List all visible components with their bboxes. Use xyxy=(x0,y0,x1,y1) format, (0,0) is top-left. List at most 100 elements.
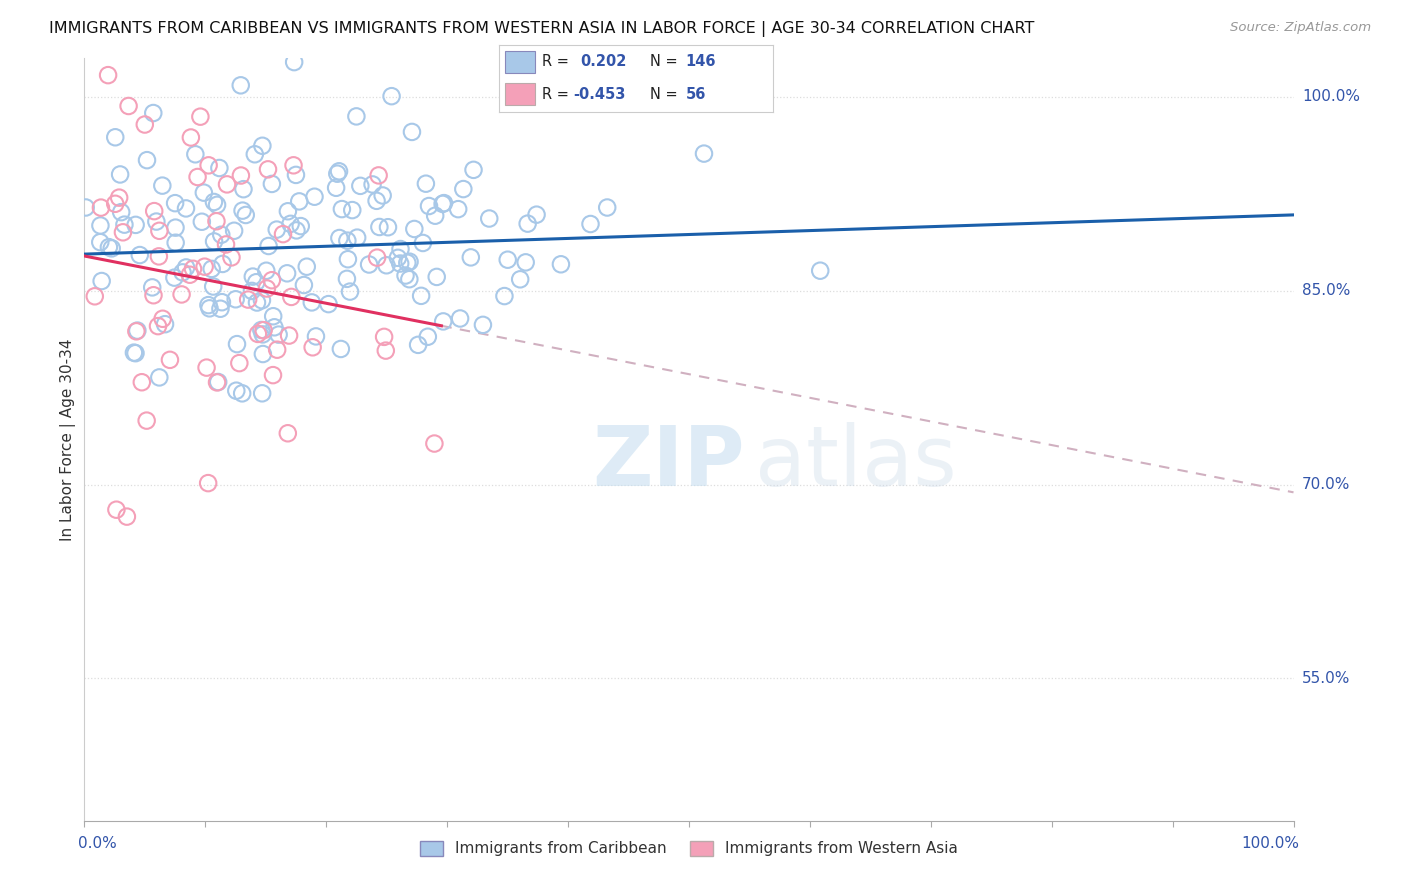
Point xyxy=(174,260,197,275)
Point xyxy=(75,201,97,215)
FancyBboxPatch shape xyxy=(505,83,534,105)
Point xyxy=(288,194,311,209)
Legend: Immigrants from Caribbean, Immigrants from Western Asia: Immigrants from Caribbean, Immigrants fr… xyxy=(413,835,965,863)
Point xyxy=(276,266,298,280)
Point xyxy=(250,386,273,401)
Point xyxy=(266,222,288,236)
Text: 0.202: 0.202 xyxy=(581,54,627,70)
Text: N =: N = xyxy=(650,54,678,70)
Point xyxy=(197,298,219,312)
Point xyxy=(404,222,426,236)
Point xyxy=(398,272,420,286)
Point xyxy=(143,204,166,219)
Point xyxy=(240,284,263,298)
Point xyxy=(202,235,225,249)
Point xyxy=(165,235,187,250)
Point xyxy=(197,158,219,172)
Point xyxy=(371,188,394,202)
Point xyxy=(381,89,404,103)
Point xyxy=(453,182,475,196)
Point xyxy=(145,214,167,228)
Point xyxy=(90,201,112,215)
Text: 85.0%: 85.0% xyxy=(1302,283,1350,298)
Text: 56: 56 xyxy=(686,87,706,102)
Point xyxy=(394,268,416,283)
Point xyxy=(262,310,284,324)
Point xyxy=(328,231,350,245)
Point xyxy=(411,289,433,303)
Point xyxy=(215,237,238,252)
Text: ZIP: ZIP xyxy=(592,422,745,503)
Point xyxy=(449,311,471,326)
Point xyxy=(349,178,371,193)
Point xyxy=(179,268,201,282)
Point xyxy=(460,251,482,265)
Point xyxy=(235,208,257,222)
Point xyxy=(252,347,274,361)
Point xyxy=(225,293,247,307)
Point xyxy=(389,242,412,256)
Point xyxy=(389,256,412,270)
Point xyxy=(260,177,283,191)
Point xyxy=(336,234,359,248)
Point xyxy=(190,110,212,124)
Point xyxy=(515,255,537,269)
Point xyxy=(808,263,831,277)
Point xyxy=(471,318,494,332)
Point xyxy=(122,345,145,359)
Point xyxy=(128,248,150,262)
Point xyxy=(425,209,447,223)
Point xyxy=(148,224,170,238)
Text: N =: N = xyxy=(650,87,678,102)
Point xyxy=(202,279,225,293)
Point xyxy=(329,342,352,356)
Text: 100.0%: 100.0% xyxy=(1302,89,1360,104)
Point xyxy=(187,169,209,184)
Point xyxy=(266,343,288,357)
Point xyxy=(280,217,302,231)
Point xyxy=(447,202,470,216)
Point xyxy=(277,204,299,219)
Point xyxy=(209,227,232,242)
Point xyxy=(201,261,224,276)
Text: 55.0%: 55.0% xyxy=(1302,671,1350,686)
Point xyxy=(339,285,361,299)
Point xyxy=(325,181,347,195)
Point xyxy=(305,329,328,343)
Point xyxy=(246,326,269,341)
Point xyxy=(245,275,267,289)
Point xyxy=(359,258,381,272)
Point xyxy=(256,281,278,295)
Point xyxy=(285,223,308,237)
Point xyxy=(387,251,409,265)
Text: R =: R = xyxy=(541,87,568,102)
Point xyxy=(142,288,165,302)
Point xyxy=(211,295,233,310)
Point xyxy=(108,191,131,205)
Point xyxy=(194,260,217,274)
Point xyxy=(262,368,284,383)
Point xyxy=(89,235,111,249)
Point xyxy=(152,311,174,326)
Point xyxy=(373,330,395,344)
Point xyxy=(257,239,280,253)
Point xyxy=(433,196,456,211)
Point xyxy=(418,199,440,213)
Point xyxy=(366,251,388,265)
Point xyxy=(267,327,290,342)
Point xyxy=(135,414,157,428)
Point xyxy=(181,261,204,276)
Point xyxy=(193,186,215,200)
Point xyxy=(125,324,148,338)
Point xyxy=(271,227,294,241)
Point xyxy=(232,182,254,196)
Point xyxy=(127,324,149,338)
Point xyxy=(110,205,132,219)
Point xyxy=(165,196,187,211)
Point xyxy=(100,241,122,255)
Point xyxy=(131,376,153,390)
Point xyxy=(136,153,159,168)
Point xyxy=(165,220,187,235)
Point xyxy=(205,198,228,212)
Point xyxy=(117,99,139,113)
